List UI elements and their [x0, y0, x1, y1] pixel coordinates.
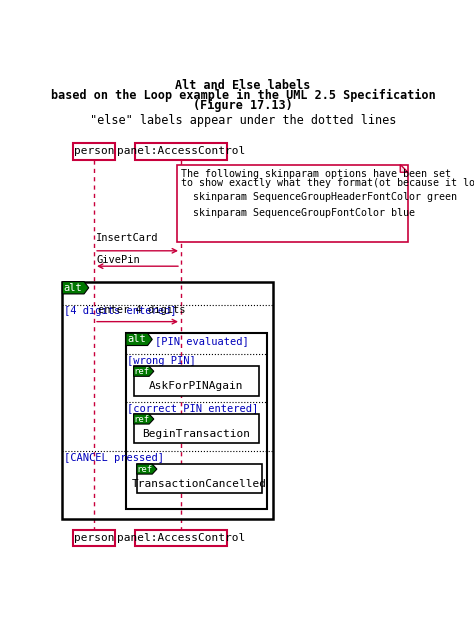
Text: InsertCard: InsertCard: [96, 233, 159, 243]
Text: ref: ref: [133, 414, 149, 424]
Text: [4 digits entered]: [4 digits entered]: [64, 306, 176, 316]
Text: enter 4 digits: enter 4 digits: [98, 305, 185, 315]
Text: person: person: [74, 533, 114, 543]
Text: ref: ref: [137, 465, 153, 473]
Text: panel:AccessControl: panel:AccessControl: [117, 147, 245, 157]
Text: skinparam SequenceGroupFontColor blue: skinparam SequenceGroupFontColor blue: [181, 208, 415, 218]
Text: The following skinparam options have been set: The following skinparam options have bee…: [181, 169, 451, 179]
Text: GivePin: GivePin: [96, 255, 140, 265]
Text: (Figure 17.13): (Figure 17.13): [193, 99, 293, 112]
Polygon shape: [134, 414, 154, 424]
Text: panel:AccessControl: panel:AccessControl: [117, 533, 245, 543]
Text: "else" labels appear under the dotted lines: "else" labels appear under the dotted li…: [90, 113, 396, 127]
Text: [PIN evaluated]: [PIN evaluated]: [155, 336, 249, 346]
Text: alt: alt: [64, 283, 82, 293]
Bar: [137, 464, 262, 493]
Text: BeginTransaction: BeginTransaction: [142, 429, 250, 439]
Bar: [177, 164, 408, 241]
Polygon shape: [137, 464, 157, 474]
Text: [wrong PIN]: [wrong PIN]: [128, 356, 196, 366]
Text: based on the Loop example in the UML 2.5 Specification: based on the Loop example in the UML 2.5…: [51, 89, 435, 102]
Polygon shape: [134, 366, 154, 376]
Bar: [126, 333, 267, 508]
Bar: [73, 143, 115, 160]
Text: Alt and Else labels: Alt and Else labels: [175, 79, 310, 92]
Text: ref: ref: [133, 367, 149, 376]
Bar: [73, 530, 115, 547]
Bar: [134, 414, 259, 443]
Bar: [135, 143, 227, 160]
Text: AskForPINAgain: AskForPINAgain: [149, 381, 244, 391]
Polygon shape: [400, 164, 408, 172]
Text: person: person: [74, 147, 114, 157]
Text: TransactionCancelled: TransactionCancelled: [132, 479, 267, 488]
Text: to show exactly what they format(ot because it looks good):: to show exactly what they format(ot beca…: [181, 179, 474, 189]
Text: alt: alt: [128, 334, 146, 344]
Text: skinparam SequenceGroupHeaderFontColor green: skinparam SequenceGroupHeaderFontColor g…: [181, 192, 457, 203]
Text: [CANCEL pressed]: [CANCEL pressed]: [64, 453, 164, 463]
Polygon shape: [126, 333, 152, 345]
Text: [correct PIN entered]: [correct PIN entered]: [128, 403, 259, 413]
Bar: [63, 282, 273, 519]
Bar: [135, 530, 227, 547]
Polygon shape: [63, 282, 89, 294]
Bar: [134, 366, 259, 396]
